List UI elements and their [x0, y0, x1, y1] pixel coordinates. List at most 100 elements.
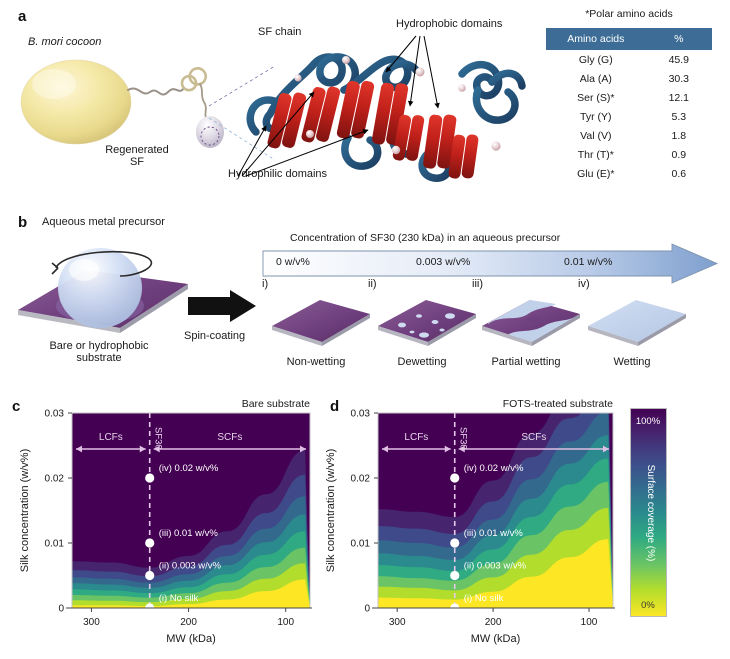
- stage-roman-4: iv): [578, 278, 590, 290]
- sample-marker-4[interactable]: [450, 603, 460, 612]
- y-tick-label: 0.01: [351, 539, 371, 550]
- scfs-label: SCFs: [217, 432, 242, 443]
- sample-marker-2[interactable]: [145, 538, 155, 548]
- y-tick-label: 0.03: [45, 409, 65, 420]
- spin-coating-label: Spin-coating: [184, 330, 246, 342]
- y-tick-label: 0.02: [45, 474, 65, 485]
- x-axis-label: MW (kDa): [166, 633, 216, 645]
- sample-marker-2[interactable]: [450, 538, 460, 548]
- sample-marker-1[interactable]: [145, 473, 155, 483]
- stage-caption-1: Non-wetting: [286, 356, 346, 368]
- substrate-label: Bare or hydrophobic substrate: [49, 340, 149, 364]
- amino-acid-name: Thr (T)*: [577, 148, 614, 161]
- cocoon-label: B. mori cocoon: [28, 36, 102, 48]
- panel-c-letter: c: [12, 398, 21, 415]
- scfs-range-arrow: [153, 445, 306, 453]
- stage-tile-4: [588, 300, 686, 346]
- x-tick-label: 100: [277, 617, 294, 628]
- polar-amino-acids-note: *Polar amino acids: [585, 8, 673, 20]
- gradient-tick-0: 0 w/v%: [276, 256, 310, 268]
- domain-leader-arrows: [237, 35, 440, 177]
- amino-acid-percent: 0.9: [671, 148, 687, 161]
- sample-marker-1[interactable]: [450, 473, 460, 483]
- stage-caption-4: Wetting: [613, 356, 651, 368]
- amino-acid-row: Tyr (Y) 5.3: [546, 107, 712, 126]
- amino-acid-name: Val (V): [580, 129, 612, 142]
- scfs-label: SCFs: [521, 432, 546, 443]
- stage-tile-1: [272, 300, 370, 346]
- colorbar-axis-label: Surface coverage (%): [645, 465, 656, 562]
- amino-acid-name: Tyr (Y): [580, 110, 612, 123]
- colorbar: 100% 0% Surface coverage (%): [630, 408, 667, 617]
- regenerated-sf-label: Regenerated SF: [105, 144, 169, 168]
- amino-acid-percent: 5.3: [671, 110, 687, 123]
- panel-b-letter: b: [18, 214, 28, 231]
- x-tick-label: 200: [485, 617, 502, 628]
- sample-marker-3[interactable]: [145, 570, 155, 581]
- amino-acid-name: Ala (A): [579, 72, 612, 85]
- amino-acid-name: Ser (S)*: [577, 91, 615, 104]
- aqueous-precursor-label: Aqueous metal precursor: [42, 216, 165, 228]
- y-tick-label: 0.01: [45, 539, 65, 550]
- droplet-on-substrate-illustration: [18, 248, 188, 333]
- gradient-tick-1: 0.003 w/v%: [416, 256, 471, 268]
- amino-acid-percent: 30.3: [668, 72, 690, 85]
- chart-title: FOTS-treated substrate: [503, 398, 613, 410]
- amino-acid-table-header-row: Amino acids %: [546, 28, 712, 50]
- header-amino-acids: Amino acids: [567, 33, 625, 45]
- y-tick-label: 0.03: [351, 409, 371, 420]
- sample-marker-label-2: (iii) 0.01 w/v%: [159, 528, 219, 539]
- amino-acid-row: Glu (E)* 0.6: [546, 164, 712, 183]
- sample-marker-3[interactable]: [450, 570, 460, 581]
- concentration-gradient-arrow: 0 w/v% 0.003 w/v% 0.01 w/v%: [262, 243, 719, 284]
- colorbar-top-label: 100%: [636, 416, 661, 427]
- sample-marker-label-1: (iv) 0.02 w/v%: [159, 463, 219, 474]
- gradient-title: Concentration of SF30 (230 kDa) in an aq…: [290, 232, 561, 244]
- x-tick-label: 100: [581, 617, 598, 628]
- contour-chart-c: LCFs SCFs SF30 (iv) 0.02 w/v% (iii) 0.01 w/v…: [19, 398, 312, 645]
- amino-acid-row: Thr (T)* 0.9: [546, 145, 712, 164]
- stage-tile-2: [378, 300, 476, 346]
- sf-chain-illustration: [246, 53, 526, 182]
- stage-roman-1: i): [262, 278, 269, 290]
- amino-acid-percent: 12.1: [668, 91, 690, 104]
- lcfs-label: LCFs: [99, 432, 123, 443]
- sample-marker-label-2: (iii) 0.01 w/v%: [464, 528, 524, 539]
- sample-marker-label-4: (i) No silk: [464, 593, 504, 604]
- amino-acid-percent: 45.9: [668, 53, 690, 66]
- x-tick-label: 200: [180, 617, 197, 628]
- sf30-label: SF30: [458, 427, 469, 450]
- contour-chart-d: LCFs SCFs SF30 (iv) 0.02 w/v% (iii) 0.01 w/v…: [325, 398, 615, 645]
- stage-tile-3: [482, 300, 580, 346]
- y-tick-label: 0: [58, 604, 64, 615]
- spin-coating-arrow-icon: [188, 290, 256, 322]
- y-tick-label: 0.02: [351, 474, 371, 485]
- stage-caption-2: Dewetting: [397, 356, 447, 368]
- stage-caption-3: Partial wetting: [491, 356, 561, 368]
- lcfs-range-arrow: [382, 445, 451, 453]
- sf-chain-label: SF chain: [258, 26, 302, 38]
- amino-acid-row: Ala (A) 30.3: [546, 69, 712, 88]
- amino-acid-row: Val (V) 1.8: [546, 126, 712, 145]
- hydrophobic-domains-label: Hydrophobic domains: [396, 18, 503, 30]
- y-tick-label: 0: [364, 604, 370, 615]
- scfs-range-arrow: [458, 445, 609, 453]
- chart-title: Bare substrate: [242, 398, 310, 410]
- panel-d-letter: d: [330, 398, 340, 415]
- lcfs-range-arrow: [76, 445, 146, 453]
- amino-acid-percent: 1.8: [671, 129, 687, 142]
- sample-marker-4[interactable]: [145, 603, 155, 612]
- x-axis-label: MW (kDa): [471, 633, 521, 645]
- amino-acid-row: Ser (S)* 12.1: [546, 88, 712, 107]
- magnifier-leader-lines: [208, 65, 276, 161]
- amino-acid-row: Gly (G) 45.9: [546, 50, 712, 69]
- sample-marker-label-4: (i) No silk: [159, 593, 199, 604]
- y-axis-label: Silk concentration (w/v%): [19, 449, 31, 573]
- sample-marker-label-3: (ii) 0.003 w/v%: [464, 561, 527, 572]
- amino-acid-percent: 0.6: [671, 167, 687, 180]
- x-tick-label: 300: [83, 617, 100, 628]
- contour-band-0: [378, 539, 613, 608]
- stage-roman-3: iii): [472, 278, 483, 290]
- amino-acid-table: Amino acids % Gly (G) 45.9 Ala (A) 30.3 Ser …: [546, 28, 712, 183]
- header-percent: %: [674, 33, 684, 45]
